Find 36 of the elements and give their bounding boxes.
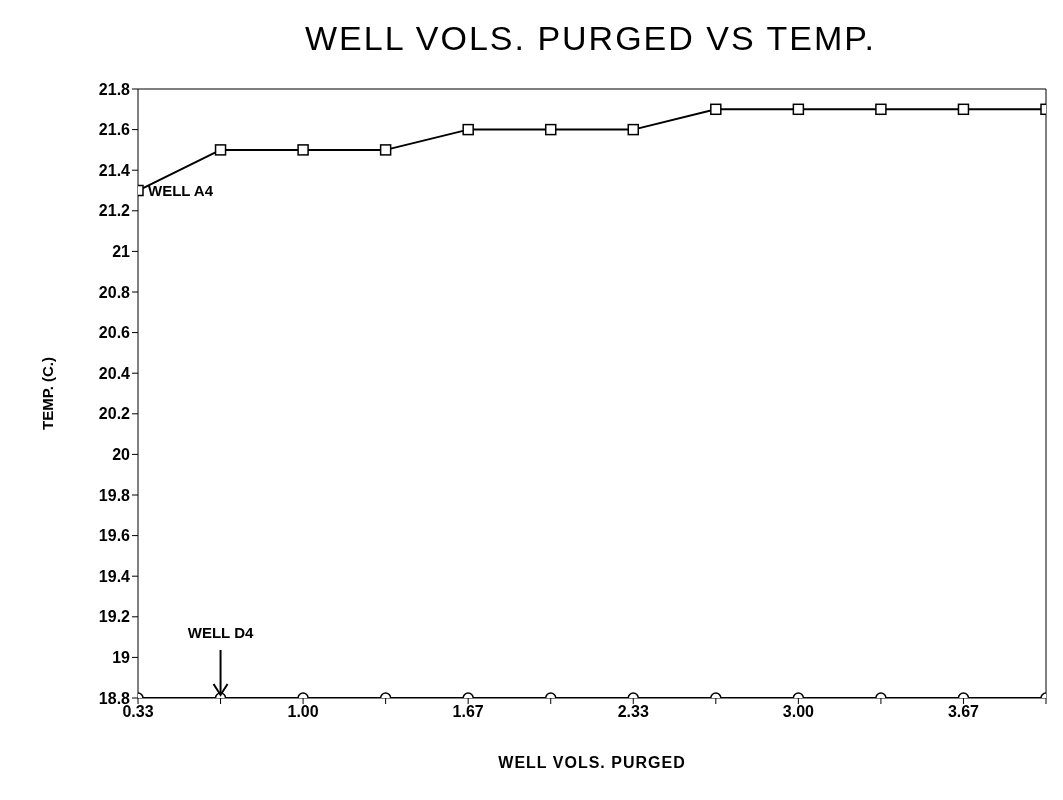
point — [297, 144, 309, 156]
x-tick-label: 3.67 — [947, 703, 980, 721]
x-tick-label: 2.33 — [617, 703, 649, 721]
x-tick-label: 0.33 — [122, 703, 154, 721]
legend-label: WELL A4 — [148, 181, 214, 199]
y-tick-label: 21 — [112, 243, 131, 261]
y-tick-label: 19.4 — [98, 567, 131, 585]
y-tick-label: 21.6 — [98, 121, 131, 139]
point — [214, 144, 227, 156]
y-tick-label: 19.6 — [98, 527, 131, 545]
x-axis-title: WELL VOLS. PURGED — [498, 754, 686, 771]
y-tick-label: 19 — [112, 649, 131, 667]
point — [710, 103, 722, 116]
y-tick-label: 20 — [112, 446, 131, 464]
y-tick-label: 20.4 — [98, 364, 131, 382]
point — [379, 144, 392, 156]
x-tick-label: 1.67 — [452, 703, 484, 721]
x-tick-label: 1.00 — [287, 703, 319, 721]
x-tick-label: 3.00 — [782, 703, 815, 721]
y-tick-label: 21.4 — [98, 161, 131, 179]
text: WELL D4 — [187, 624, 254, 641]
y-tick-label: 20.2 — [98, 405, 131, 423]
point — [792, 103, 805, 116]
point — [462, 123, 474, 136]
y-tick-label: 19.2 — [98, 608, 131, 626]
y-tick-label: 19.8 — [98, 486, 131, 504]
point — [544, 123, 557, 136]
point — [957, 103, 970, 116]
y-axis-title: TEMP. (C.) — [39, 356, 57, 431]
y-tick-label: 20.8 — [98, 283, 131, 301]
y-tick-label: 21.8 — [98, 80, 131, 98]
y-tick-label: 21.2 — [98, 202, 131, 220]
point — [875, 103, 887, 116]
chart-title: WELL VOLS. PURGED VS TEMP. — [304, 18, 877, 59]
y-tick-label: 20.6 — [98, 324, 131, 342]
point — [627, 123, 640, 136]
